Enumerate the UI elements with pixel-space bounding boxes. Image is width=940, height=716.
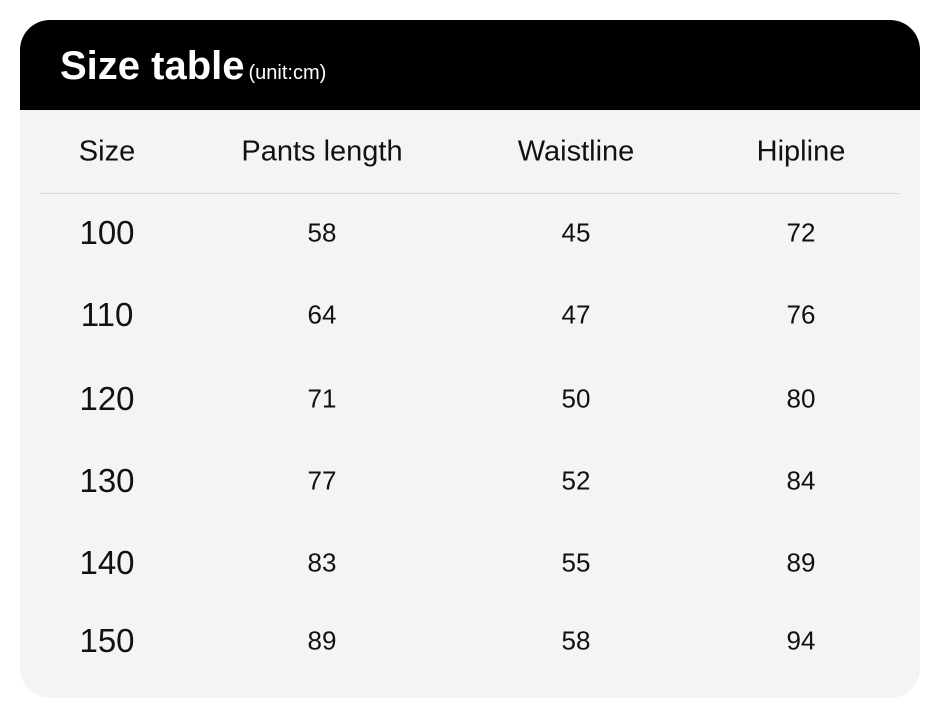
measurement-cell: 80	[786, 383, 816, 414]
measurement-cell: 84	[786, 465, 816, 496]
size-cell: 120	[79, 380, 135, 417]
measurement-cell: 83	[307, 547, 337, 578]
column-header: Size	[78, 135, 136, 168]
measurement-cell: 89	[786, 547, 816, 578]
measurement-cell: 50	[561, 383, 591, 414]
measurement-cell: 58	[561, 625, 591, 656]
unit-label: (unit:cm)	[248, 62, 327, 84]
title-text: Size table	[60, 44, 245, 88]
measurement-cell: 52	[561, 465, 591, 496]
measurement-cell: 45	[561, 217, 591, 248]
measurement-cell: 77	[307, 465, 337, 496]
measurement-cell: 89	[307, 625, 337, 656]
column-header: Waistline	[517, 135, 635, 168]
measurement-cell: 55	[561, 547, 591, 578]
column-header: Hipline	[756, 135, 846, 168]
table-title: Size table (unit:cm)	[60, 44, 326, 89]
size-cell: 150	[79, 622, 135, 659]
measurement-cell: 94	[786, 625, 816, 656]
size-cell: 100	[79, 214, 135, 251]
size-cell: 130	[79, 462, 135, 499]
measurement-cell: 71	[307, 383, 337, 414]
measurement-cell: 76	[786, 299, 816, 330]
measurement-cell: 72	[786, 217, 816, 248]
header-divider	[40, 193, 900, 194]
measurement-cell: 58	[307, 217, 337, 248]
column-header: Pants length	[241, 135, 403, 168]
size-table-card: Size table (unit:cm) Size Pants length Wais…	[20, 20, 920, 698]
table-header-bar: Size table (unit:cm)	[20, 20, 920, 110]
size-cell: 110	[80, 296, 134, 333]
measurement-cell: 64	[307, 299, 337, 330]
size-cell: 140	[79, 544, 135, 581]
measurement-cell: 47	[561, 299, 591, 330]
